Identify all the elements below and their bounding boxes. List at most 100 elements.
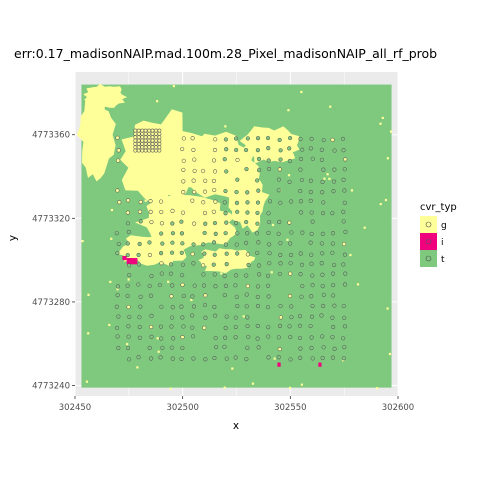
point-g bbox=[136, 128, 141, 133]
point-t bbox=[224, 220, 229, 225]
point-t bbox=[265, 273, 271, 278]
point-t bbox=[342, 282, 348, 287]
raster-pixel-g bbox=[157, 350, 160, 353]
point-g bbox=[126, 304, 131, 310]
point-t bbox=[256, 263, 262, 268]
point-t bbox=[212, 355, 217, 361]
raster-pixel-g bbox=[349, 253, 352, 257]
raster-pixel-g bbox=[221, 167, 224, 171]
point-t bbox=[265, 305, 271, 310]
point-t bbox=[213, 336, 218, 341]
point-t bbox=[224, 251, 229, 256]
point-t bbox=[299, 294, 304, 299]
point-g bbox=[159, 261, 164, 266]
point-g bbox=[143, 128, 148, 133]
point-t bbox=[170, 231, 176, 236]
point-g bbox=[133, 142, 138, 146]
point-t bbox=[233, 335, 238, 340]
point-t bbox=[319, 313, 324, 318]
point-t bbox=[114, 231, 119, 236]
point-t bbox=[202, 251, 207, 256]
point-g bbox=[202, 189, 208, 194]
point-t bbox=[288, 241, 293, 246]
raster-pixel-g bbox=[109, 280, 112, 283]
point-t bbox=[244, 166, 249, 172]
point-t bbox=[244, 357, 249, 362]
point-t bbox=[202, 303, 208, 308]
point-t bbox=[320, 179, 325, 184]
point-g bbox=[136, 135, 141, 140]
point-t bbox=[171, 336, 176, 341]
point-g bbox=[140, 135, 145, 140]
point-t bbox=[331, 189, 336, 194]
raster-pixel-g bbox=[85, 380, 89, 383]
point-t bbox=[298, 355, 303, 360]
point-t bbox=[308, 178, 313, 183]
point-t bbox=[255, 221, 260, 226]
point-t bbox=[149, 334, 154, 339]
point-t bbox=[235, 209, 240, 214]
point-t bbox=[341, 262, 346, 267]
raster-pixel-g bbox=[379, 122, 382, 125]
point-t bbox=[320, 334, 325, 339]
point-t bbox=[298, 189, 303, 194]
point-t bbox=[180, 241, 185, 246]
point-t bbox=[342, 252, 348, 257]
point-t bbox=[211, 262, 216, 267]
point-g bbox=[192, 157, 197, 162]
raster-pixel-g bbox=[384, 198, 388, 202]
point-t bbox=[224, 147, 229, 152]
point-t bbox=[266, 334, 271, 339]
raster-patch-i bbox=[318, 362, 322, 367]
point-g bbox=[245, 284, 250, 289]
raster-pixel-g bbox=[326, 173, 329, 176]
point-t bbox=[180, 273, 185, 278]
point-t bbox=[278, 157, 283, 162]
raster-pixel-g bbox=[190, 298, 193, 302]
point-t bbox=[330, 241, 335, 246]
point-t bbox=[278, 148, 283, 153]
point-t bbox=[179, 231, 185, 236]
point-t bbox=[287, 179, 292, 185]
point-g bbox=[190, 136, 195, 141]
point-t bbox=[255, 210, 260, 215]
point-t bbox=[170, 315, 175, 320]
point-t bbox=[300, 230, 305, 235]
point-t bbox=[299, 210, 304, 215]
point-g bbox=[136, 148, 141, 153]
point-t bbox=[170, 283, 175, 288]
point-t bbox=[308, 323, 313, 329]
raster-pixel-g bbox=[169, 387, 172, 390]
raster-pixel-g bbox=[107, 137, 110, 140]
point-g bbox=[211, 158, 217, 163]
point-t bbox=[181, 324, 186, 329]
point-t bbox=[179, 250, 184, 255]
point-t bbox=[234, 189, 239, 195]
raster-pixel-g bbox=[156, 337, 159, 340]
raster-pixel-g bbox=[82, 132, 85, 135]
legend-point-t bbox=[425, 255, 432, 262]
point-t bbox=[179, 219, 184, 224]
point-t bbox=[170, 356, 175, 361]
raster-pixel-g bbox=[251, 382, 255, 385]
point-g bbox=[181, 167, 186, 172]
raster-patch-i bbox=[277, 362, 281, 367]
point-g bbox=[143, 135, 148, 140]
point-t bbox=[125, 241, 130, 246]
point-g bbox=[147, 131, 151, 136]
point-t bbox=[288, 334, 293, 340]
point-t bbox=[138, 219, 143, 224]
x-axis-label: x bbox=[233, 420, 239, 432]
point-g bbox=[143, 142, 148, 146]
point-g bbox=[125, 210, 130, 215]
point-t bbox=[223, 137, 228, 142]
point-t bbox=[342, 324, 348, 329]
point-t bbox=[308, 146, 313, 151]
point-g bbox=[147, 148, 151, 153]
point-g bbox=[245, 252, 250, 257]
point-t bbox=[147, 345, 152, 350]
point-t bbox=[127, 272, 132, 278]
point-t bbox=[308, 240, 313, 245]
point-t bbox=[125, 283, 130, 288]
point-t bbox=[159, 251, 164, 256]
